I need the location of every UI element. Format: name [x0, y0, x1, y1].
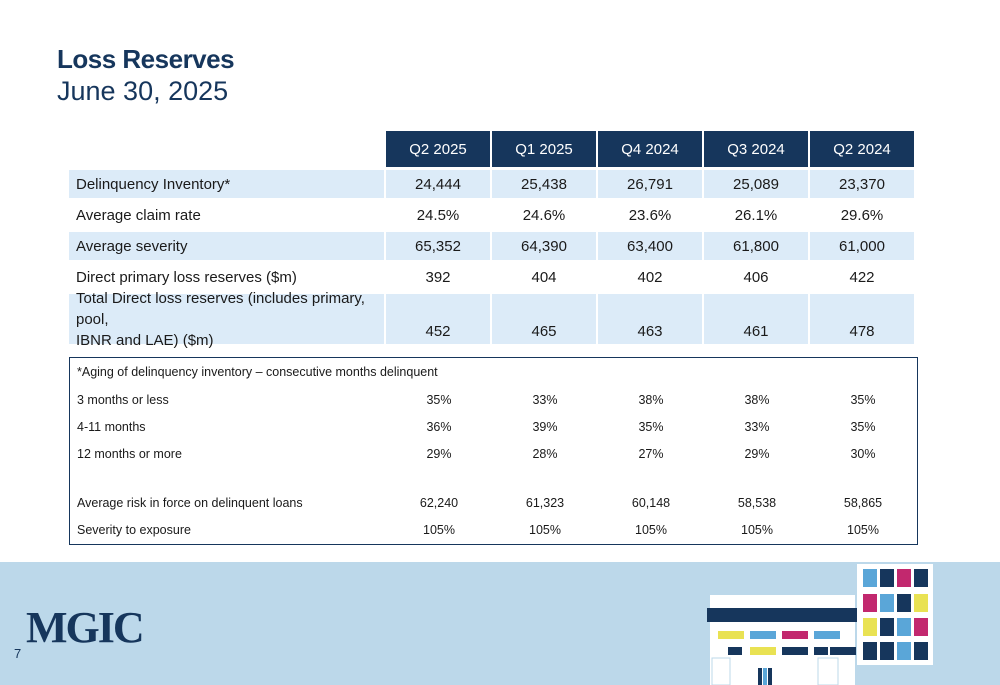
row-value: 28% — [532, 446, 558, 461]
row-value: 35% — [850, 392, 876, 407]
row-value: 25,438 — [492, 170, 596, 198]
row-value: 35% — [850, 419, 876, 434]
row-value: 58,865 — [843, 495, 883, 510]
row-value: 478 — [810, 294, 914, 344]
row-value: 463 — [598, 294, 702, 344]
aging-row-average-risk-in-force: Average risk in force on delinquent loan… — [70, 489, 917, 516]
row-value: 65,352 — [386, 232, 490, 260]
row-value: 60,148 — [631, 495, 671, 510]
row-value: 29% — [426, 446, 452, 461]
table-row-delinquency-inventory: Delinquency Inventory* 24,444 25,438 26,… — [69, 170, 918, 198]
column-header: Q2 2025 — [386, 131, 490, 167]
row-label: Average severity — [69, 232, 384, 260]
row-value: 35% — [426, 392, 452, 407]
row-value: 402 — [637, 268, 663, 286]
aging-note: *Aging of delinquency inventory – consec… — [77, 365, 438, 379]
row-value: 61,323 — [525, 495, 565, 510]
row-value: 26,791 — [598, 170, 702, 198]
row-label: Total Direct loss reserves (includes pri… — [69, 290, 384, 349]
row-label: Average risk in force on delinquent loan… — [77, 495, 303, 510]
aging-row-3-months: 3 months or less 35% 33% 38% 38% 35% — [70, 386, 917, 413]
row-value: 105% — [635, 522, 667, 537]
row-value: 26.1% — [734, 206, 778, 224]
table-row-average-severity: Average severity 65,352 64,390 63,400 61… — [69, 232, 918, 260]
column-header: Q3 2024 — [704, 131, 808, 167]
row-value: 24.5% — [416, 206, 460, 224]
row-value: 61,800 — [704, 232, 808, 260]
row-value: 35% — [638, 419, 664, 434]
column-header: Q2 2024 — [810, 131, 914, 167]
row-value: 23.6% — [628, 206, 672, 224]
aging-row-12-months: 12 months or more 29% 28% 27% 29% 30% — [70, 440, 917, 467]
row-value: 33% — [532, 392, 558, 407]
row-value: 63,400 — [598, 232, 702, 260]
row-value: 38% — [744, 392, 770, 407]
row-value: 422 — [849, 268, 875, 286]
row-value: 24.6% — [522, 206, 566, 224]
page-subtitle-date: June 30, 2025 — [57, 76, 229, 106]
aging-row-4-11-months: 4-11 months 36% 39% 35% 33% 35% — [70, 413, 917, 440]
aging-row-severity-to-exposure: Severity to exposure 105% 105% 105% 105%… — [70, 516, 917, 543]
building-illustration-icon — [707, 564, 933, 685]
row-value: 404 — [531, 268, 557, 286]
table-row-average-claim-rate: Average claim rate 24.5% 24.6% 23.6% 26.… — [69, 201, 918, 229]
row-label: 4-11 months — [77, 419, 146, 434]
row-value: 23,370 — [810, 170, 914, 198]
row-value: 29% — [744, 446, 770, 461]
column-header: Q4 2024 — [598, 131, 702, 167]
row-label: 12 months or more — [77, 446, 182, 461]
header-spacer — [69, 131, 384, 167]
row-label: 3 months or less — [77, 392, 169, 407]
row-value: 30% — [850, 446, 876, 461]
aging-spacer — [70, 467, 917, 489]
table-row-total-direct-loss-reserves: Total Direct loss reserves (includes pri… — [69, 290, 918, 349]
row-value: 58,538 — [737, 495, 777, 510]
page-number: 7 — [14, 646, 22, 661]
row-label: Severity to exposure — [77, 522, 191, 537]
row-value: 61,000 — [810, 232, 914, 260]
row-value: 105% — [423, 522, 455, 537]
mgic-logo: MGIC — [26, 603, 145, 652]
row-value: 25,089 — [704, 170, 808, 198]
aging-note-row: *Aging of delinquency inventory – consec… — [70, 358, 917, 386]
table-row-direct-primary-loss-reserves: Direct primary loss reserves ($m) 392 40… — [69, 263, 918, 291]
row-label: Delinquency Inventory* — [69, 170, 384, 198]
row-value: 392 — [425, 268, 451, 286]
row-value: 105% — [847, 522, 879, 537]
row-value: 461 — [704, 294, 808, 344]
row-value: 406 — [743, 268, 769, 286]
row-value: 33% — [744, 419, 770, 434]
row-value: 24,444 — [386, 170, 490, 198]
row-value: 62,240 — [419, 495, 459, 510]
row-value: 39% — [532, 419, 558, 434]
row-label-line: Total Direct loss reserves (includes pri… — [76, 289, 365, 328]
page-title: Loss Reserves — [57, 44, 235, 74]
row-label: Direct primary loss reserves ($m) — [76, 268, 297, 286]
column-header: Q1 2025 — [492, 131, 596, 167]
row-value: 36% — [426, 419, 452, 434]
row-value: 29.6% — [840, 206, 884, 224]
row-label: Average claim rate — [76, 206, 201, 224]
loss-reserves-table: Q2 2025 Q1 2025 Q4 2024 Q3 2024 Q2 2024 … — [69, 131, 918, 349]
row-value: 105% — [529, 522, 561, 537]
table-header-row: Q2 2025 Q1 2025 Q4 2024 Q3 2024 Q2 2024 — [69, 131, 918, 167]
row-value: 465 — [492, 294, 596, 344]
row-value: 452 — [386, 294, 490, 344]
row-value: 27% — [638, 446, 664, 461]
row-value: 64,390 — [492, 232, 596, 260]
row-label-line: IBNR and LAE) ($m) — [76, 331, 214, 349]
row-value: 38% — [638, 392, 664, 407]
aging-breakdown-box: *Aging of delinquency inventory – consec… — [69, 357, 918, 545]
row-value: 105% — [741, 522, 773, 537]
